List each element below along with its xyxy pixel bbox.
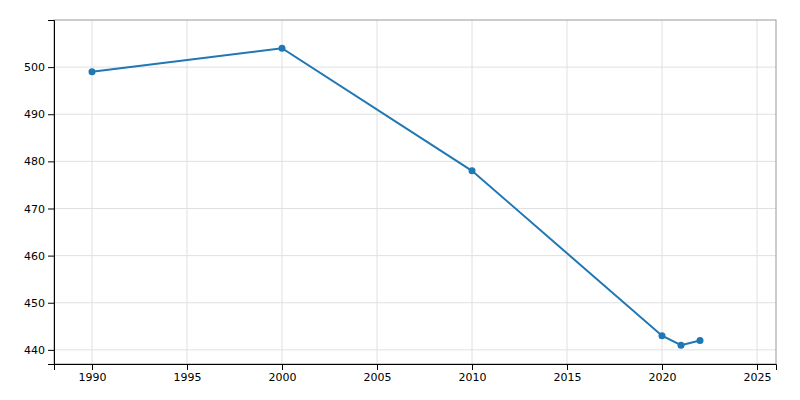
grid-line — [54, 67, 776, 68]
grid-line — [54, 161, 776, 162]
tick: 470 — [24, 203, 54, 216]
tick-label: 440 — [24, 344, 45, 357]
tick: 2020 — [649, 364, 677, 384]
y-axis: 440 450 460 470 480 490 500 — [24, 21, 55, 365]
tick-mark — [472, 364, 473, 370]
point — [659, 332, 666, 339]
tick-mark — [48, 67, 54, 68]
tick: 480 — [24, 155, 54, 168]
plot: 1990 1995 2000 2005 2010 2015 2020 2025 440 450 46… — [24, 20, 777, 384]
tick-label: 1995 — [174, 371, 202, 384]
tick: 2015 — [554, 364, 582, 384]
grid-line — [54, 255, 776, 256]
tick-label: 470 — [24, 203, 45, 216]
grid-line — [54, 302, 776, 303]
point — [279, 45, 286, 52]
tick: 500 — [24, 61, 54, 74]
tick: 1990 — [79, 364, 107, 384]
grid-line — [54, 349, 776, 350]
tick-label: 2000 — [269, 371, 297, 384]
x-axis: 1990 1995 2000 2005 2010 2015 2020 2025 — [55, 364, 777, 384]
grid-line — [54, 208, 776, 209]
plot-frame — [54, 20, 776, 364]
tick-label: 480 — [24, 155, 45, 168]
series — [89, 45, 704, 349]
tick-mark — [48, 114, 54, 115]
axis-line — [48, 21, 55, 365]
tick-label: 460 — [24, 250, 45, 263]
tick-mark — [48, 303, 54, 304]
point — [697, 337, 704, 344]
grid-line — [662, 20, 663, 364]
grid — [54, 20, 776, 364]
tick-label: 450 — [24, 297, 45, 310]
grid-line — [54, 114, 776, 115]
tick: 2000 — [269, 364, 297, 384]
point — [469, 167, 476, 174]
tick: 2025 — [744, 364, 772, 384]
grid-line — [567, 20, 568, 364]
tick: 2005 — [364, 364, 392, 384]
tick-mark — [48, 208, 54, 209]
tick-label: 500 — [24, 61, 45, 74]
tick: 2010 — [459, 364, 487, 384]
tick-label: 2005 — [364, 371, 392, 384]
tick: 460 — [24, 250, 54, 263]
tick-label: 2020 — [649, 371, 677, 384]
grid-line — [472, 20, 473, 364]
tick: 490 — [24, 108, 54, 121]
tick-mark — [48, 256, 54, 257]
tick: 440 — [24, 344, 54, 357]
point — [678, 342, 685, 349]
tick-mark — [48, 161, 54, 162]
tick-label: 2015 — [554, 371, 582, 384]
tick-mark — [48, 350, 54, 351]
tick-mark — [757, 364, 758, 370]
grid-line — [757, 20, 758, 364]
tick-label: 490 — [24, 108, 45, 121]
grid-line — [187, 20, 188, 364]
tick-label: 1990 — [79, 371, 107, 384]
grid-line — [377, 20, 378, 364]
grid-line — [282, 20, 283, 364]
tick-mark — [187, 364, 188, 370]
axis-line — [55, 365, 777, 371]
point — [89, 68, 96, 75]
tick: 1995 — [174, 364, 202, 384]
tick: 450 — [24, 297, 54, 310]
chart: 1990 1995 2000 2005 2010 2015 2020 2025 440 450 46… — [0, 0, 800, 400]
line — [92, 48, 700, 345]
tick-mark — [662, 364, 663, 370]
tick-label: 2025 — [744, 371, 772, 384]
tick-mark — [567, 364, 568, 370]
tick-label: 2010 — [459, 371, 487, 384]
tick-mark — [282, 364, 283, 370]
tick-mark — [377, 364, 378, 370]
tick-mark — [92, 364, 93, 370]
